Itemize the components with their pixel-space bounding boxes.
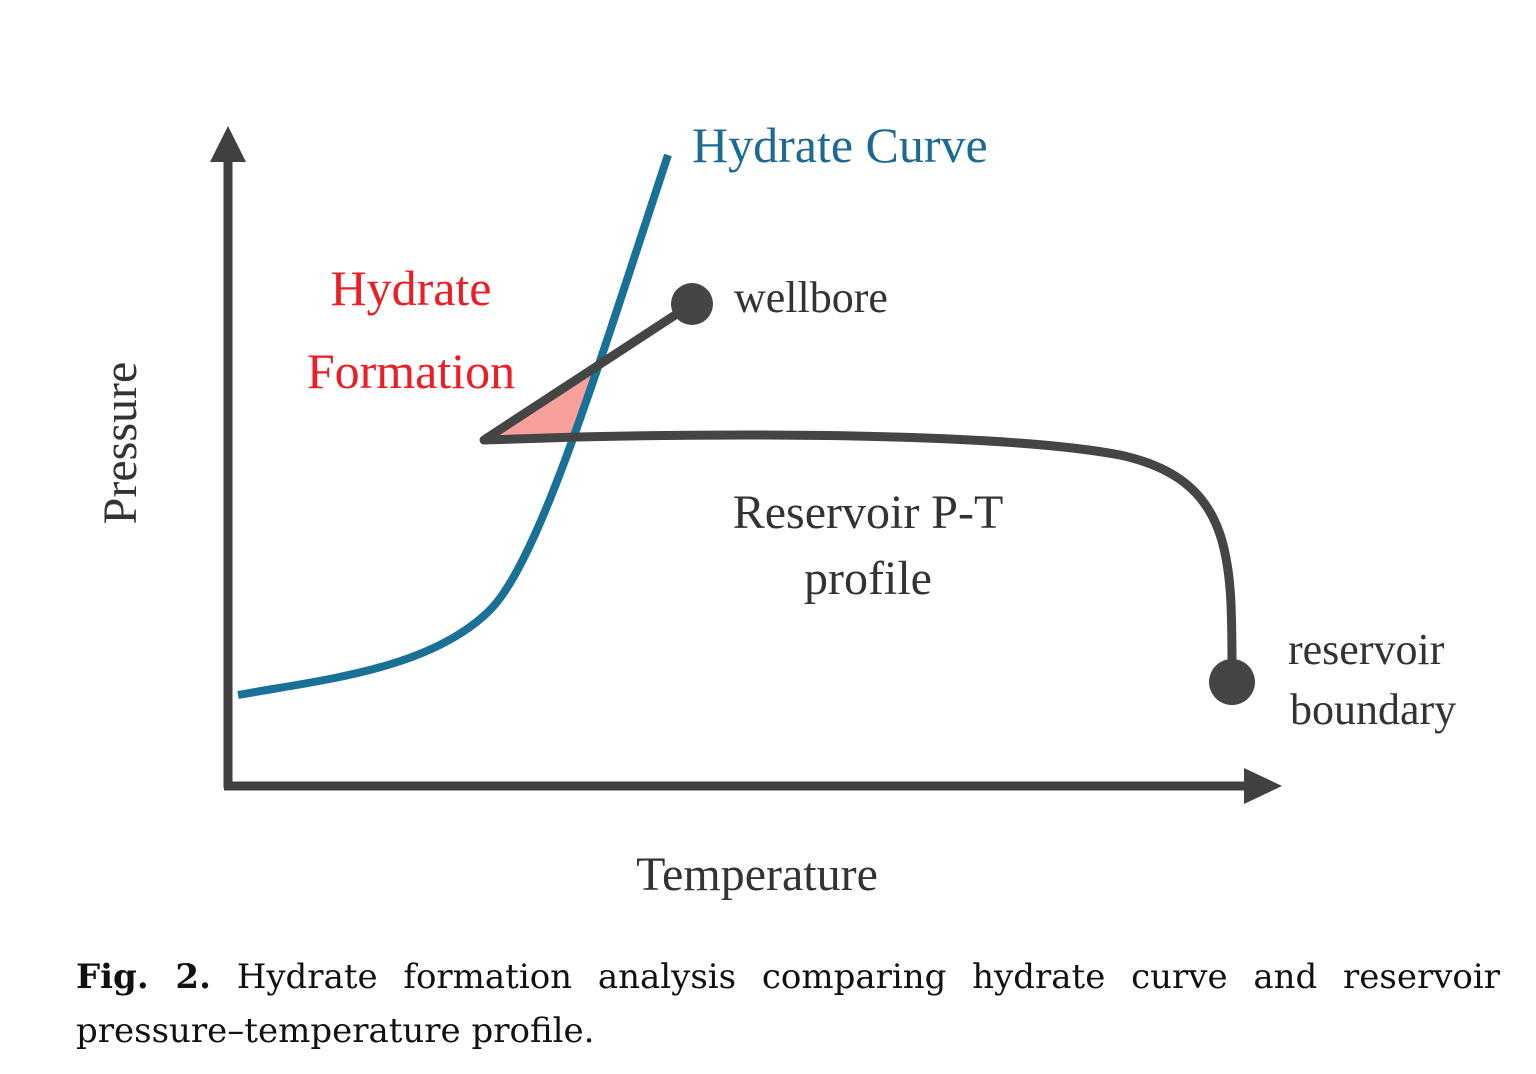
y-axis-arrowhead <box>210 126 246 162</box>
hydrate-curve-label: Hydrate Curve <box>692 117 988 173</box>
profile-label-line1: Reservoir P-T <box>733 486 1004 539</box>
reservoir-pt-profile <box>483 430 1237 681</box>
hydrate-diagram: Pressure Temperature Hydrate Curve Hydra… <box>94 117 1456 901</box>
reservoir-boundary-point <box>1209 659 1255 705</box>
wellbore-segment <box>479 299 697 445</box>
figure-caption: Fig. 2. Hydrate formation analysis compa… <box>76 950 1500 1058</box>
profile-label-line2: profile <box>804 552 932 605</box>
caption-label: Fig. 2. <box>76 957 211 997</box>
hydrate-curve <box>237 153 672 699</box>
hydrate-formation-label-line1: Hydrate <box>330 260 491 316</box>
reservoir-boundary-label-line1: reservoir <box>1288 625 1445 674</box>
x-axis-label: Temperature <box>636 848 878 901</box>
reservoir-boundary-label-line2: boundary <box>1290 685 1456 734</box>
wellbore-point <box>671 283 713 325</box>
caption-text: Hydrate formation analysis comparing hyd… <box>76 957 1501 1051</box>
hydrate-formation-label-line2: Formation <box>307 343 515 399</box>
y-axis-label: Pressure <box>94 362 147 525</box>
x-axis-arrowhead <box>1244 768 1282 804</box>
wellbore-label: wellbore <box>734 273 888 322</box>
